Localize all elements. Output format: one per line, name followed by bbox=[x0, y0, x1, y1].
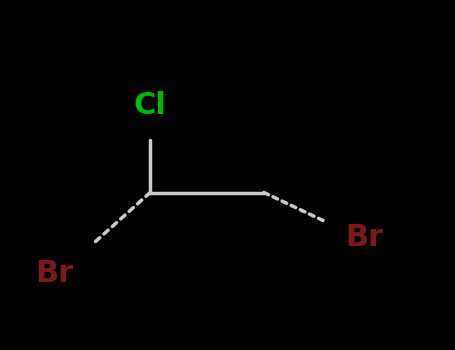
Text: Br: Br bbox=[345, 224, 383, 252]
Text: Br: Br bbox=[35, 259, 74, 287]
Text: Cl: Cl bbox=[134, 91, 167, 119]
